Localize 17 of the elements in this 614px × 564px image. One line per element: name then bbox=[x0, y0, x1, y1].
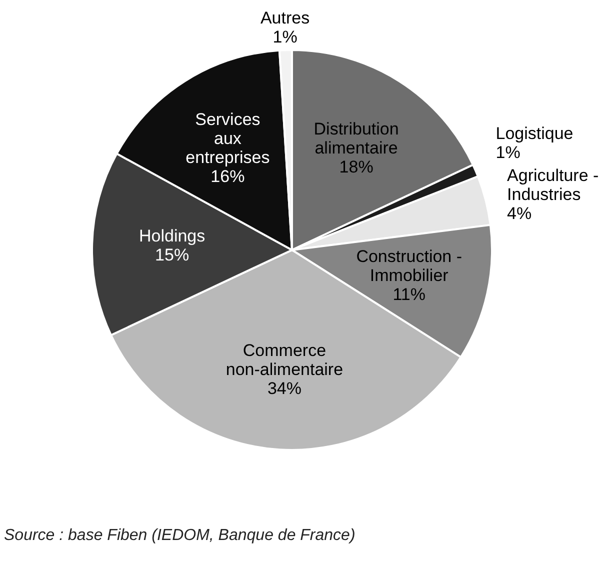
slice-label: Services aux entreprises bbox=[186, 110, 270, 168]
data-label: 16% bbox=[210, 167, 245, 186]
slice-label: Construction - Immobilier bbox=[356, 247, 462, 286]
data-label: 1% bbox=[496, 142, 520, 162]
data-label: 1% bbox=[272, 28, 298, 47]
data-label: 34% bbox=[267, 378, 302, 398]
slice-label: Agriculture - Industries bbox=[507, 166, 599, 204]
slice-label: Autres bbox=[260, 8, 310, 28]
slice-label: Commerce non-alimentaire bbox=[226, 340, 344, 379]
data-label: 4% bbox=[507, 204, 532, 223]
data-label: 18% bbox=[339, 158, 374, 177]
slice-label: Distribution alimentaire bbox=[314, 120, 399, 158]
data-label: 15% bbox=[155, 246, 190, 265]
slice-label: Logistique bbox=[496, 124, 574, 143]
source-note: Source : base Fiben (IEDOM, Banque de France) bbox=[4, 527, 356, 544]
data-label: 11% bbox=[392, 285, 426, 304]
slice-label: Holdings bbox=[138, 226, 206, 246]
